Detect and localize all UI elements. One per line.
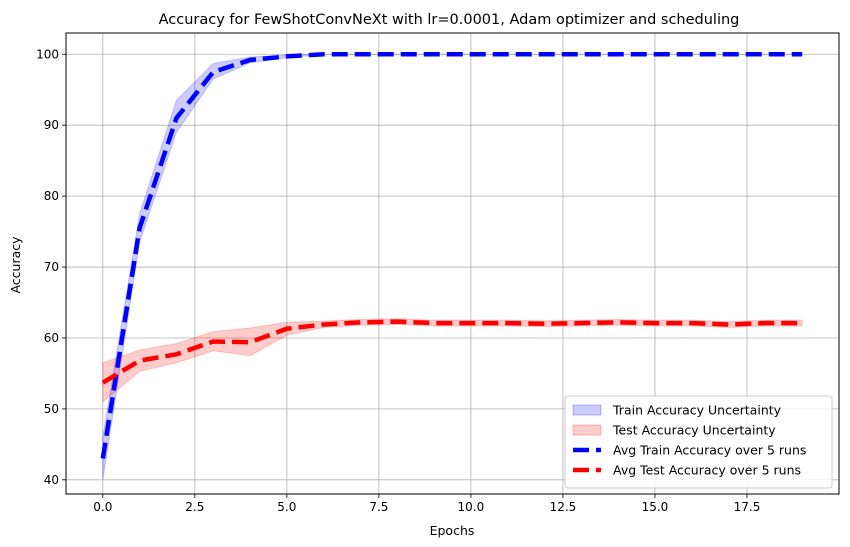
y-tick-label: 40 xyxy=(44,473,59,487)
x-axis-label: Epochs xyxy=(430,523,475,538)
y-tick-label: 90 xyxy=(44,118,59,132)
x-tick-label: 0.0 xyxy=(93,500,112,514)
y-tick-label: 60 xyxy=(44,331,59,345)
x-tick-label: 7.5 xyxy=(369,500,388,514)
x-tick-label: 12.5 xyxy=(550,500,577,514)
x-tick-label: 15.0 xyxy=(642,500,669,514)
legend-label: Avg Train Accuracy over 5 runs xyxy=(613,443,806,458)
y-tick-label: 100 xyxy=(36,47,59,61)
legend-label: Test Accuracy Uncertainty xyxy=(612,423,776,438)
chart-title: Accuracy for FewShotConvNeXt with lr=0.0… xyxy=(159,12,740,28)
legend-swatch xyxy=(573,405,601,415)
y-tick-label: 70 xyxy=(44,260,59,274)
x-tick-label: 5.0 xyxy=(277,500,296,514)
legend-swatch xyxy=(573,425,601,435)
x-tick-label: 17.5 xyxy=(734,500,761,514)
legend: Train Accuracy Uncertainty Test Accuracy … xyxy=(565,396,832,488)
x-tick-label: 10.0 xyxy=(458,500,485,514)
y-tick-label: 80 xyxy=(44,189,59,203)
legend-label: Train Accuracy Uncertainty xyxy=(612,403,782,418)
y-axis-label: Accuracy xyxy=(8,236,23,294)
y-tick-label: 50 xyxy=(44,402,59,416)
x-tick-label: 2.5 xyxy=(185,500,204,514)
legend-label: Avg Test Accuracy over 5 runs xyxy=(613,463,801,478)
